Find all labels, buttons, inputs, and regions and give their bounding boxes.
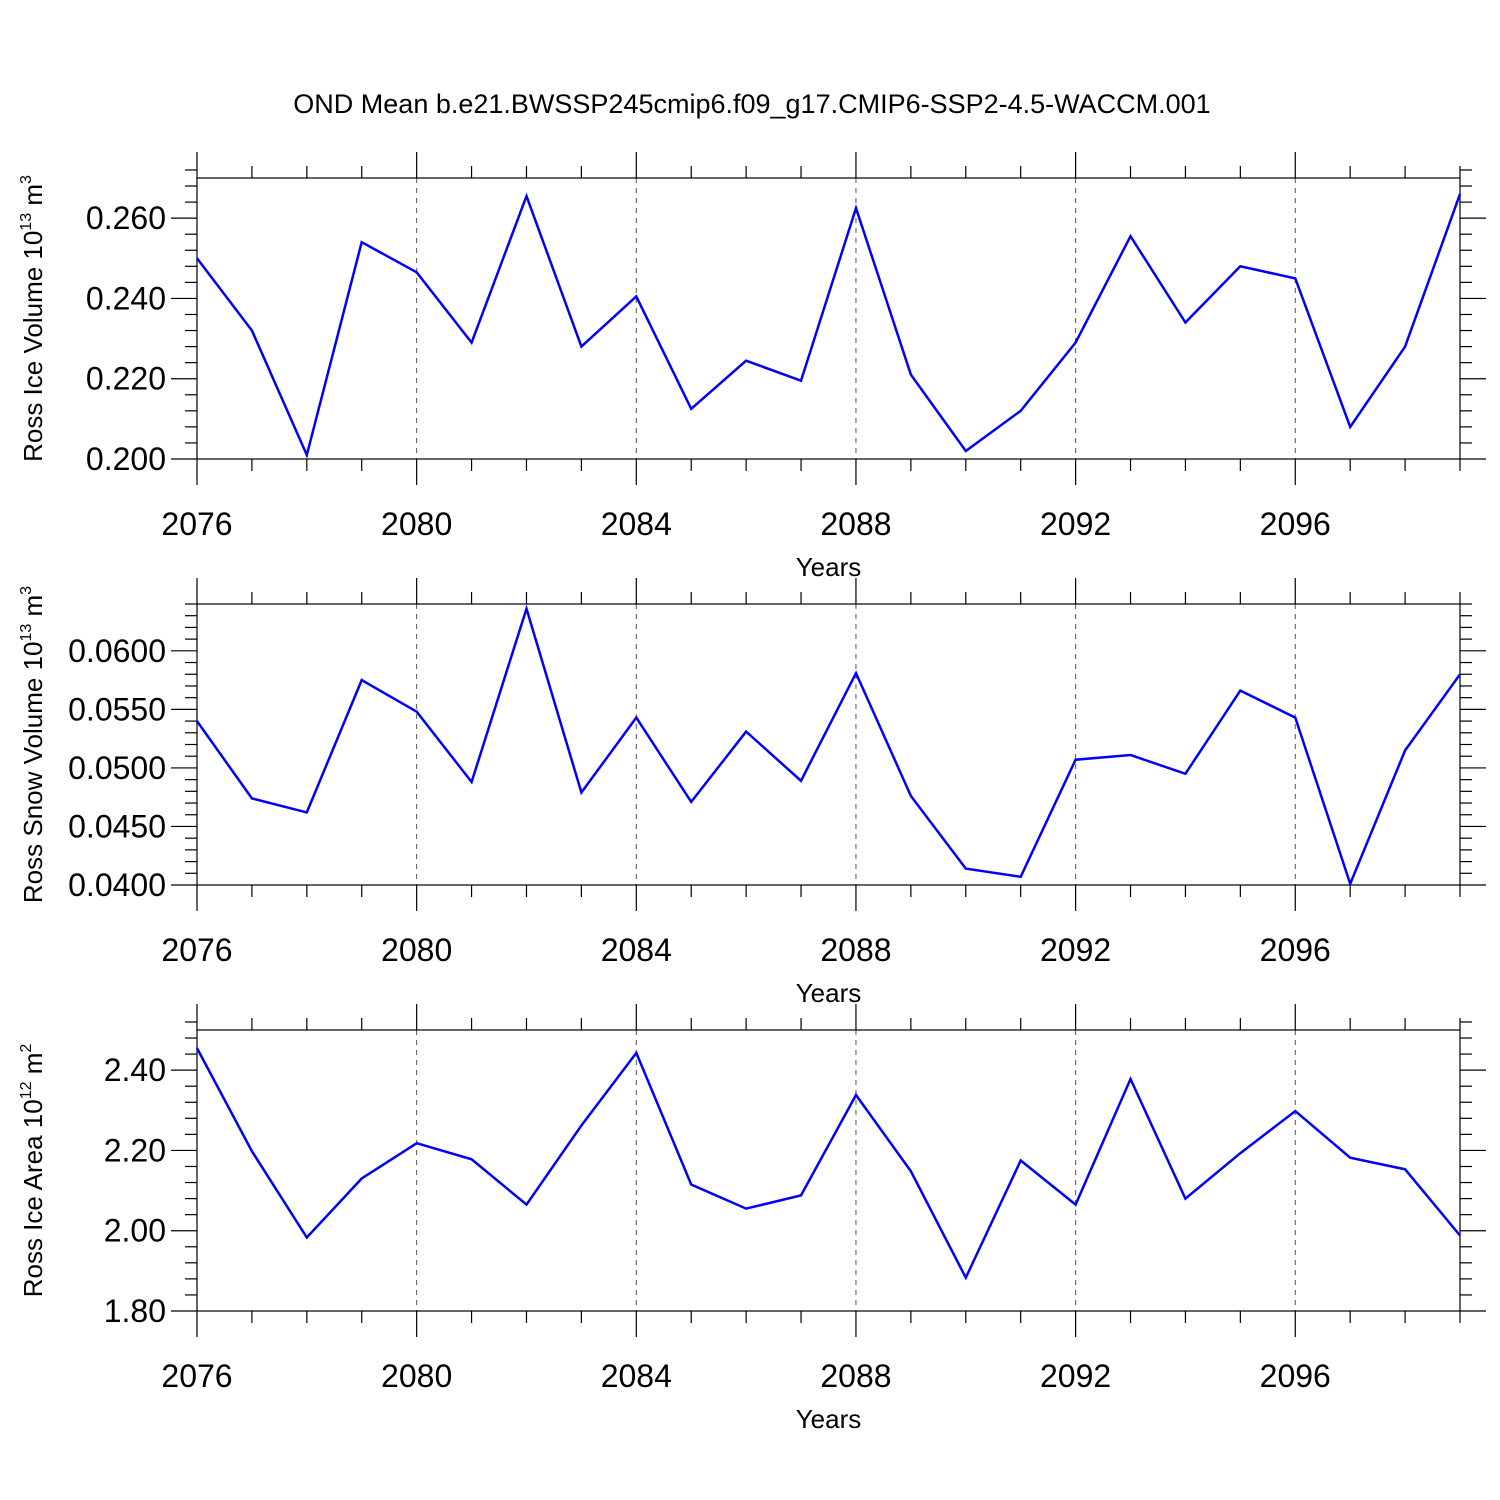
y-axis-title-exponent: 12 <box>18 1081 35 1099</box>
chart-panel-2: 2076 2080 2084 2088 2092 2096 0.0400 0.0450 0.05… <box>18 578 1486 1008</box>
chart-panel-1: 2076 2080 2084 2088 2092 2096 0.200 0.220 0.240 0… <box>18 152 1486 582</box>
chart-title: OND Mean b.e21.BWSSP245cmip6.f09_g17.CMI… <box>293 89 1210 119</box>
x-axis-title: Years <box>796 552 862 582</box>
y-axis-title-unit: m <box>18 184 48 213</box>
y-axis-title-text: Ross Ice Area 10 <box>18 1099 48 1297</box>
y-tick-label: 0.0400 <box>68 867 166 903</box>
series-line <box>195 1047 1461 1281</box>
chart-panel-3: 2076 2080 2084 2088 2092 2096 1.80 2.00 2.20 2.40… <box>18 1004 1486 1434</box>
chart-panels: 2076 2080 2084 2088 2092 2096 0.200 0.220 0.240 0… <box>18 152 1486 1434</box>
y-tick-label: 0.0600 <box>68 633 166 669</box>
y-tick-label: 1.80 <box>104 1293 166 1329</box>
x-tick-label: 2092 <box>1040 1358 1111 1394</box>
y-tick-label: 2.40 <box>104 1052 166 1088</box>
y-tick-label: 0.200 <box>86 441 166 477</box>
y-axis-title: Ross Ice Area 1012 m2 <box>18 1044 48 1298</box>
x-tick-label: 2084 <box>601 932 672 968</box>
y-tick-label: 0.220 <box>86 361 166 397</box>
series-line <box>195 604 1462 888</box>
x-tick-label: 2084 <box>601 1358 672 1394</box>
y-axis-title-text: Ross Snow Volume 10 <box>18 642 48 904</box>
y-tick-label: 0.0500 <box>68 750 166 786</box>
x-tick-label: 2076 <box>161 1358 232 1394</box>
y-axis-title-text: Ross Ice Volume 10 <box>18 231 48 462</box>
y-axis-title: Ross Snow Volume 1013 m3 <box>18 586 48 903</box>
x-axis-title: Years <box>796 1404 862 1434</box>
x-tick-label: 2088 <box>820 932 891 968</box>
x-tick-label: 2092 <box>1040 506 1111 542</box>
y-axis-title-exponent: 13 <box>18 213 35 231</box>
x-tick-label: 2096 <box>1260 506 1331 542</box>
plot-frame <box>196 1029 1461 1312</box>
plot-frame <box>196 177 1461 460</box>
y-axis-title: Ross Ice Volume 1013 m3 <box>18 175 48 462</box>
y-axis-title-unit-exponent: 3 <box>18 586 35 595</box>
x-tick-label: 2076 <box>161 506 232 542</box>
y-axis-title-unit: m <box>18 595 48 624</box>
y-axis-title-unit-exponent: 2 <box>18 1044 35 1053</box>
x-tick-label: 2096 <box>1260 1358 1331 1394</box>
x-tick-label: 2096 <box>1260 932 1331 968</box>
y-axis-title-unit: m <box>18 1053 48 1082</box>
y-axis-title-unit-exponent: 3 <box>18 175 35 184</box>
y-tick-label: 2.00 <box>104 1213 166 1249</box>
x-tick-label: 2080 <box>381 932 452 968</box>
y-tick-label: 0.0450 <box>68 808 166 844</box>
x-tick-label: 2076 <box>161 932 232 968</box>
x-tick-label: 2088 <box>820 1358 891 1394</box>
x-axis-title: Years <box>796 978 862 1008</box>
y-axis-title-exponent: 13 <box>18 624 35 642</box>
x-tick-label: 2092 <box>1040 932 1111 968</box>
x-tick-label: 2080 <box>381 1358 452 1394</box>
y-tick-label: 2.20 <box>104 1132 166 1168</box>
x-tick-label: 2088 <box>820 506 891 542</box>
x-tick-label: 2084 <box>601 506 672 542</box>
y-tick-label: 0.260 <box>86 200 166 236</box>
x-tick-label: 2080 <box>381 506 452 542</box>
y-tick-label: 0.0550 <box>68 691 166 727</box>
series-line <box>196 192 1462 459</box>
y-tick-label: 0.240 <box>86 280 166 316</box>
